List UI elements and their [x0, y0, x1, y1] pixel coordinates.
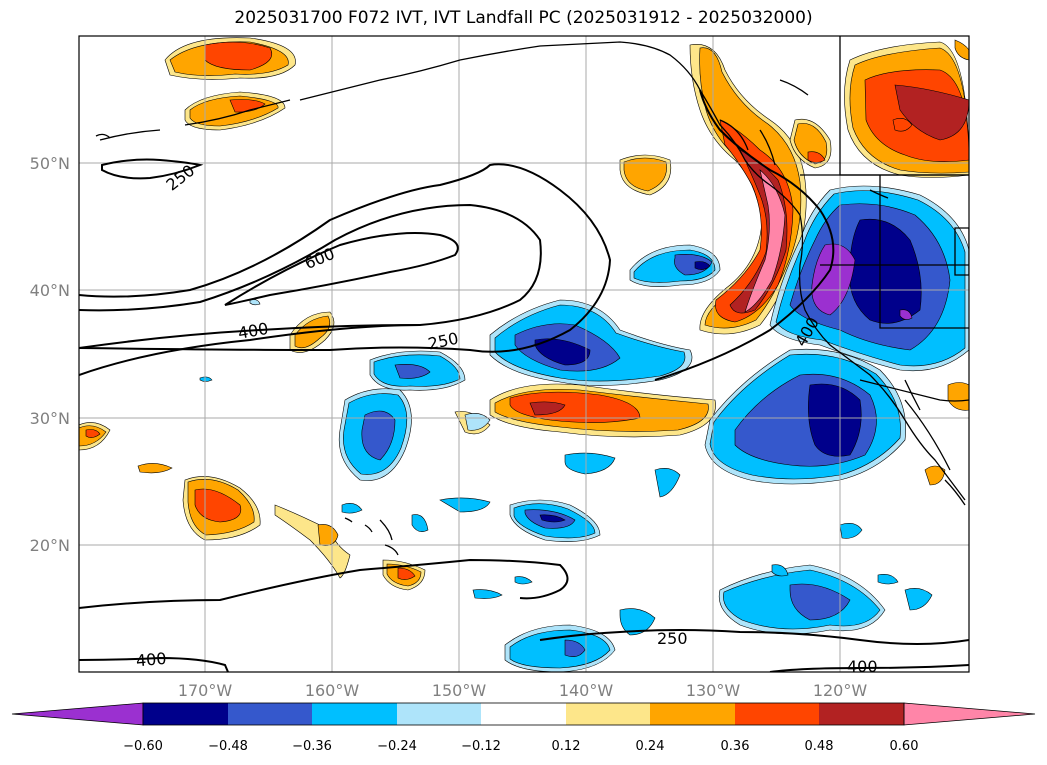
colorbar-bin [143, 703, 228, 725]
cb-tick: −0.60 [123, 739, 163, 754]
cb-tick: 0.60 [890, 739, 919, 754]
lon-label-170w: 170°W [178, 681, 233, 700]
longitude-labels: 170°W 160°W 150°W 140°W 130°W 120°W [178, 681, 868, 700]
colorbar-bin [735, 703, 819, 725]
colorbar-bin [312, 703, 397, 725]
colorbar-bin [650, 703, 735, 725]
map-title: 2025031700 F072 IVT, IVT Landfall PC (20… [234, 8, 813, 28]
contour-label-400-se: 400 [847, 657, 878, 676]
colorbar-bin [397, 703, 481, 725]
coastlines [95, 36, 969, 556]
lon-label-160w: 160°W [305, 681, 360, 700]
contour-label-250-south: 250 [657, 629, 688, 648]
colorbar-extend-right [903, 702, 1036, 726]
cb-tick: −0.12 [461, 739, 501, 754]
colorbar-bin [819, 703, 904, 725]
colorbar-bin [481, 703, 566, 725]
map-frame [78, 35, 970, 673]
ivt-contours [79, 89, 969, 672]
latitude-labels: 50°N 40°N 30°N 20°N [30, 154, 70, 555]
cb-tick: 0.48 [805, 739, 834, 754]
colorbar: −0.60 −0.48 −0.36 −0.24 −0.12 0.12 0.24 … [11, 702, 1036, 754]
gridlines [79, 36, 969, 672]
lon-label-150w: 150°W [432, 681, 487, 700]
lat-label-20n: 20°N [30, 536, 70, 555]
cb-tick: −0.48 [208, 739, 248, 754]
cb-tick: −0.36 [292, 739, 332, 754]
colorbar-bin [566, 703, 650, 725]
lon-label-130w: 130°W [686, 681, 741, 700]
colorbar-extend-left [11, 702, 144, 726]
cb-tick: −0.24 [377, 739, 417, 754]
negative-anomaly-regions [199, 185, 969, 672]
cb-tick: 0.12 [552, 739, 581, 754]
colorbar-bin [228, 703, 312, 725]
colorbar-tick-labels: −0.60 −0.48 −0.36 −0.24 −0.12 0.12 0.24 … [123, 739, 918, 754]
cb-tick: 0.24 [636, 739, 665, 754]
lat-label-30n: 30°N [30, 409, 70, 428]
lon-label-140w: 140°W [559, 681, 614, 700]
lat-label-50n: 50°N [30, 154, 70, 173]
lon-label-120w: 120°W [813, 681, 868, 700]
lat-label-40n: 40°N [30, 281, 70, 300]
contour-label-400-sw: 400 [135, 649, 167, 671]
cb-tick: 0.36 [721, 739, 750, 754]
